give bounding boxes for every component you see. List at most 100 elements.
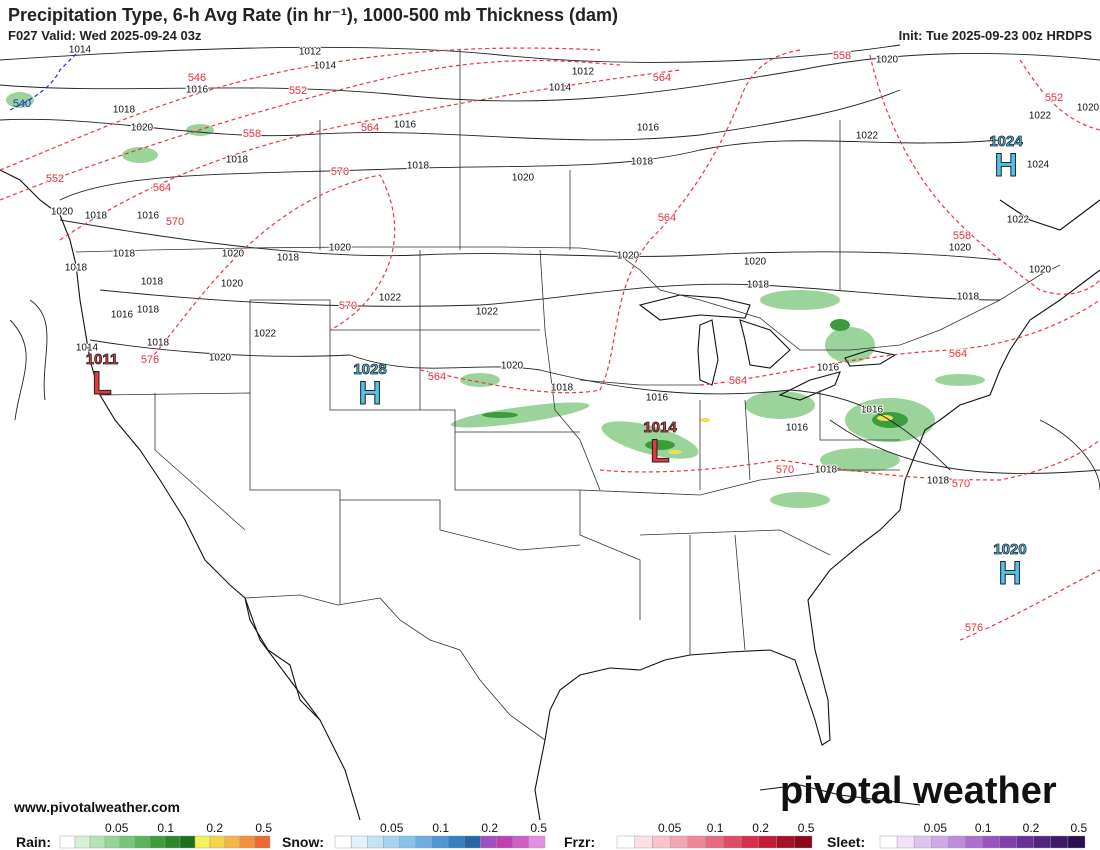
title: Precipitation Type, 6-h Avg Rate (in hr⁻… [8,5,618,25]
center-pressure: 1024 [989,133,1023,150]
legend-tick-label: 0.5 [530,821,547,835]
legend-swatch [89,835,106,849]
isobar-label: 1018 [815,465,838,476]
isobar-label: 1014 [549,83,572,94]
isobar-label: 1020 [51,207,74,218]
legend-swatch [74,835,91,849]
isobar-label: 1018 [277,253,300,264]
legend-swatch [480,835,497,849]
isobar-label: 1020 [209,353,232,364]
isobar-label: 1016 [637,123,660,134]
isobar-label: 1018 [137,305,160,316]
coastline [759,784,921,806]
isobar-label: 1018 [113,249,136,260]
legend-swatch [164,835,181,849]
isobar-label: 1018 [551,383,574,394]
isobar-label: 1014 [76,343,99,354]
map-background [0,46,1100,820]
legend-swatch [431,835,449,849]
legend-swatch [134,835,151,849]
thickness-label: 552 [46,173,64,185]
isobar-label: 1020 [222,249,245,260]
coastline [544,269,1100,746]
thickness-label: 570 [339,300,357,312]
legend-swatch [740,835,760,849]
legend-swatch [965,835,983,849]
isobar-label: 1018 [631,157,654,168]
isobar-label: 1016 [186,85,209,96]
legend-swatch [119,835,136,849]
coastline [534,739,546,821]
isobar-label: 1020 [221,279,244,290]
legend-tick-label: 0.1 [707,821,724,835]
center-letter: H [358,375,381,411]
legend-tick-label: 0.05 [380,821,404,835]
thickness-label: 564 [949,348,967,360]
isobar-label: 1022 [379,293,402,304]
legend-swatch [512,835,530,849]
thickness-label: 570 [331,166,349,178]
legend-swatch [669,835,689,849]
thickness-label: 570 [776,464,794,476]
legend-tick-label: 0.1 [975,821,992,835]
legend-swatch [913,835,932,849]
legend: Rain: 0.05 0.1 0.2 0.5 Snow: 0.05 0.1 0.2 0.5 Frzr… [16,821,1088,850]
center-letter: L [650,433,670,469]
center-pressure: 1020 [993,541,1026,558]
isobar-label: 1020 [329,243,352,254]
legend-swatch [794,835,813,849]
isobar-label: 1016 [111,310,134,321]
legend-swatch [705,835,724,849]
thickness-label: 564 [653,72,671,84]
legend-tick-label: 0.2 [1023,821,1040,835]
thickness-label: 564 [729,375,747,387]
center-pressure: 1011 [86,351,119,368]
great-lakes [697,319,719,386]
isobar-label: 1016 [861,405,884,416]
thickness-contours [0,47,1100,641]
isobars [0,44,1100,491]
isobar-label: 1016 [817,363,840,374]
isobar-label: 1016 [786,423,809,434]
coastline [244,597,321,721]
isobar-label: 1020 [1077,103,1100,114]
state-borders [99,50,900,655]
coastline [999,199,1100,231]
legend-swatch [723,835,742,849]
great-lakes [778,371,841,401]
center-pressure: 1014 [643,419,677,436]
isobar-label: 1020 [1029,265,1052,276]
thickness-label: 558 [243,128,261,140]
legend-tick-label: 0.5 [798,821,815,835]
isobar-label: 1020 [501,361,524,372]
isobar-label: 1016 [137,211,160,222]
isobar-label: 1018 [407,161,430,172]
legend-tick-label: 0.1 [432,821,449,835]
legend-swatch [350,835,368,849]
thickness-label: 564 [658,212,676,224]
isobar-label: 1014 [69,45,92,56]
legend-swatch [948,835,966,849]
legend-swatch [758,835,777,849]
isobar-label: 1022 [856,131,879,142]
thickness-label: 552 [289,85,307,97]
center-letter: H [994,147,1017,183]
map-area [0,44,1100,821]
thickness-label: 564 [153,182,171,194]
legend-swatch [616,835,635,849]
legend-swatch [194,835,211,849]
isobar-label: 1018 [113,105,136,116]
isobar-label: 1018 [226,155,249,166]
legend-swatch [447,835,465,849]
legend-swatch [224,835,241,849]
legend-label: Snow: [282,834,324,850]
thickness-label: 552 [1045,92,1063,104]
thickness-label: 570 [952,478,970,490]
isobar-label: 1022 [1007,215,1030,226]
legend-swatch [239,835,256,849]
great-lakes [844,349,897,367]
center-letter: L [92,365,112,401]
country-border [75,246,1061,351]
